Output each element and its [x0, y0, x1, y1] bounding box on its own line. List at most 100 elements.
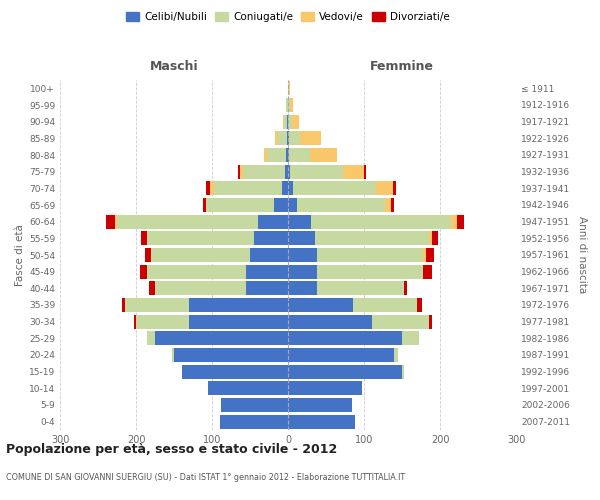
Bar: [151, 248, 250, 262]
Bar: [417, 298, 422, 312]
Bar: [353, 298, 417, 312]
Bar: [134, 314, 136, 329]
Bar: [214, 181, 282, 196]
Bar: [293, 181, 376, 196]
Bar: [287, 131, 288, 146]
Bar: [220, 414, 288, 428]
Bar: [203, 198, 206, 212]
Bar: [140, 264, 148, 279]
Bar: [254, 231, 288, 246]
Bar: [284, 114, 287, 128]
Bar: [211, 181, 214, 196]
Bar: [376, 181, 393, 196]
Bar: [243, 164, 285, 179]
Bar: [148, 231, 254, 246]
Bar: [364, 164, 365, 179]
Bar: [221, 398, 288, 412]
Bar: [149, 281, 155, 295]
Bar: [290, 164, 343, 179]
Bar: [288, 114, 292, 128]
Bar: [385, 198, 391, 212]
Bar: [288, 98, 290, 112]
Bar: [240, 164, 243, 179]
Bar: [423, 264, 433, 279]
Bar: [145, 248, 151, 262]
Bar: [246, 281, 288, 295]
Bar: [371, 314, 428, 329]
Bar: [288, 281, 317, 295]
Bar: [311, 214, 451, 229]
Bar: [155, 281, 246, 295]
Bar: [423, 248, 427, 262]
Bar: [288, 414, 355, 428]
Text: Femmine: Femmine: [370, 60, 434, 74]
Bar: [189, 314, 288, 329]
Bar: [278, 131, 287, 146]
Bar: [288, 381, 362, 396]
Bar: [257, 214, 288, 229]
Bar: [174, 348, 288, 362]
Y-axis label: Fasce di età: Fasce di età: [15, 224, 25, 286]
Bar: [288, 148, 289, 162]
Bar: [314, 231, 428, 246]
Bar: [263, 148, 265, 162]
Bar: [288, 331, 402, 345]
Bar: [288, 131, 289, 146]
Bar: [122, 298, 125, 312]
Bar: [427, 248, 434, 262]
Bar: [288, 181, 293, 196]
Bar: [343, 164, 364, 179]
Bar: [431, 231, 438, 246]
Bar: [317, 281, 404, 295]
Bar: [246, 264, 288, 279]
Bar: [391, 198, 394, 212]
Bar: [125, 298, 189, 312]
Bar: [428, 231, 431, 246]
Y-axis label: Anni di nascita: Anni di nascita: [577, 216, 587, 294]
Bar: [286, 148, 288, 162]
Bar: [148, 331, 155, 345]
Bar: [428, 314, 431, 329]
Bar: [148, 264, 246, 279]
Bar: [402, 331, 419, 345]
Bar: [265, 148, 268, 162]
Bar: [286, 98, 288, 112]
Bar: [288, 164, 290, 179]
Bar: [288, 264, 317, 279]
Bar: [402, 364, 404, 379]
Bar: [288, 398, 352, 412]
Bar: [317, 248, 423, 262]
Bar: [451, 214, 457, 229]
Bar: [300, 131, 322, 146]
Bar: [172, 348, 174, 362]
Bar: [288, 214, 311, 229]
Bar: [288, 81, 290, 96]
Bar: [288, 248, 317, 262]
Bar: [208, 381, 288, 396]
Bar: [274, 198, 288, 212]
Bar: [155, 331, 288, 345]
Bar: [115, 214, 117, 229]
Bar: [275, 131, 278, 146]
Bar: [310, 148, 337, 162]
Bar: [393, 181, 396, 196]
Bar: [289, 148, 310, 162]
Bar: [282, 181, 288, 196]
Bar: [189, 298, 288, 312]
Bar: [136, 314, 189, 329]
Text: COMUNE DI SAN GIOVANNI SUERGIU (SU) - Dati ISTAT 1° gennaio 2012 - Elaborazione : COMUNE DI SAN GIOVANNI SUERGIU (SU) - Da…: [6, 473, 405, 482]
Bar: [288, 348, 394, 362]
Bar: [206, 181, 211, 196]
Bar: [404, 281, 407, 295]
Bar: [106, 214, 115, 229]
Bar: [283, 114, 284, 128]
Bar: [117, 214, 257, 229]
Bar: [287, 114, 288, 128]
Bar: [288, 231, 314, 246]
Bar: [288, 314, 371, 329]
Text: Popolazione per età, sesso e stato civile - 2012: Popolazione per età, sesso e stato civil…: [6, 442, 337, 456]
Bar: [292, 114, 299, 128]
Bar: [238, 164, 240, 179]
Bar: [394, 348, 398, 362]
Bar: [290, 98, 293, 112]
